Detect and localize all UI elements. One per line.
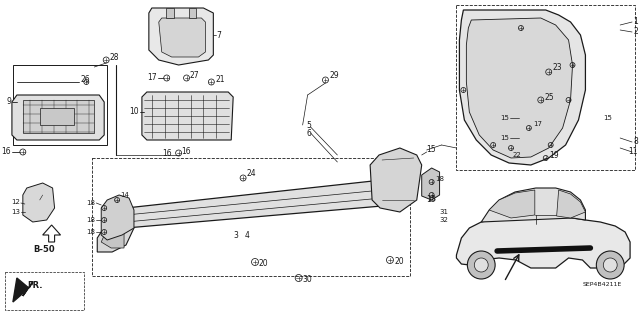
Text: 15: 15	[604, 115, 612, 121]
Text: 18: 18	[86, 200, 95, 206]
Text: 11: 11	[628, 147, 638, 157]
Text: 9: 9	[6, 98, 11, 107]
Bar	[92, 158, 410, 276]
Text: 16: 16	[1, 147, 11, 157]
Polygon shape	[489, 190, 535, 218]
Text: 10: 10	[129, 108, 139, 116]
Bar	[5, 272, 84, 310]
Polygon shape	[101, 215, 124, 248]
Polygon shape	[13, 278, 33, 302]
Polygon shape	[149, 8, 213, 65]
Polygon shape	[422, 168, 440, 200]
Text: 22: 22	[513, 152, 522, 158]
Bar	[13, 65, 107, 145]
Circle shape	[474, 258, 488, 272]
Text: 27: 27	[189, 71, 199, 80]
Polygon shape	[159, 18, 205, 57]
Text: 15: 15	[427, 196, 436, 204]
Polygon shape	[23, 100, 94, 133]
Text: 26: 26	[81, 76, 90, 85]
Text: 15: 15	[427, 145, 436, 154]
Text: 28: 28	[109, 53, 118, 62]
Polygon shape	[40, 108, 74, 125]
Text: 30: 30	[303, 276, 312, 285]
Polygon shape	[557, 190, 586, 218]
Text: 18: 18	[436, 176, 445, 182]
Polygon shape	[43, 225, 61, 242]
Polygon shape	[101, 195, 134, 240]
Text: 21: 21	[215, 76, 225, 85]
Text: 1: 1	[633, 18, 638, 26]
Text: 18: 18	[428, 196, 436, 202]
Text: SEP4B4211E: SEP4B4211E	[582, 281, 621, 286]
Text: 8: 8	[633, 137, 638, 146]
Bar	[456, 5, 635, 170]
Text: 20: 20	[259, 258, 269, 268]
Circle shape	[596, 251, 624, 279]
Text: 25: 25	[545, 93, 554, 101]
Polygon shape	[467, 18, 573, 158]
Text: 16: 16	[162, 149, 172, 158]
Text: 3: 3	[233, 232, 238, 241]
Text: 24: 24	[246, 169, 256, 179]
Polygon shape	[460, 10, 586, 165]
Text: 31: 31	[440, 209, 449, 215]
Circle shape	[604, 258, 617, 272]
Text: 32: 32	[440, 217, 449, 223]
Text: 17: 17	[533, 121, 542, 127]
Polygon shape	[370, 148, 422, 212]
Text: 14: 14	[120, 192, 129, 198]
Text: 6: 6	[307, 129, 312, 137]
Text: 2: 2	[633, 27, 638, 36]
Text: 29: 29	[330, 71, 339, 80]
Text: 18: 18	[86, 229, 95, 235]
Text: 15: 15	[500, 135, 509, 141]
Polygon shape	[97, 208, 134, 252]
Polygon shape	[142, 92, 233, 140]
Circle shape	[467, 251, 495, 279]
Text: 16: 16	[182, 147, 191, 157]
Text: 15: 15	[500, 115, 509, 121]
Polygon shape	[189, 8, 196, 18]
Text: 20: 20	[395, 257, 404, 266]
Polygon shape	[23, 183, 54, 222]
Text: 18: 18	[86, 217, 95, 223]
Polygon shape	[126, 180, 394, 228]
Polygon shape	[456, 215, 630, 268]
Text: FR.: FR.	[27, 280, 42, 290]
Text: 17: 17	[147, 73, 157, 83]
Text: 19: 19	[548, 151, 558, 160]
Text: 12: 12	[11, 199, 20, 205]
Polygon shape	[12, 95, 104, 140]
Text: 7: 7	[216, 31, 221, 40]
Text: 5: 5	[307, 121, 312, 130]
Text: 23: 23	[553, 63, 563, 72]
Text: B-50: B-50	[33, 246, 54, 255]
Text: 4: 4	[245, 232, 250, 241]
Polygon shape	[481, 188, 586, 222]
Polygon shape	[166, 8, 173, 18]
Text: 13: 13	[11, 209, 20, 215]
